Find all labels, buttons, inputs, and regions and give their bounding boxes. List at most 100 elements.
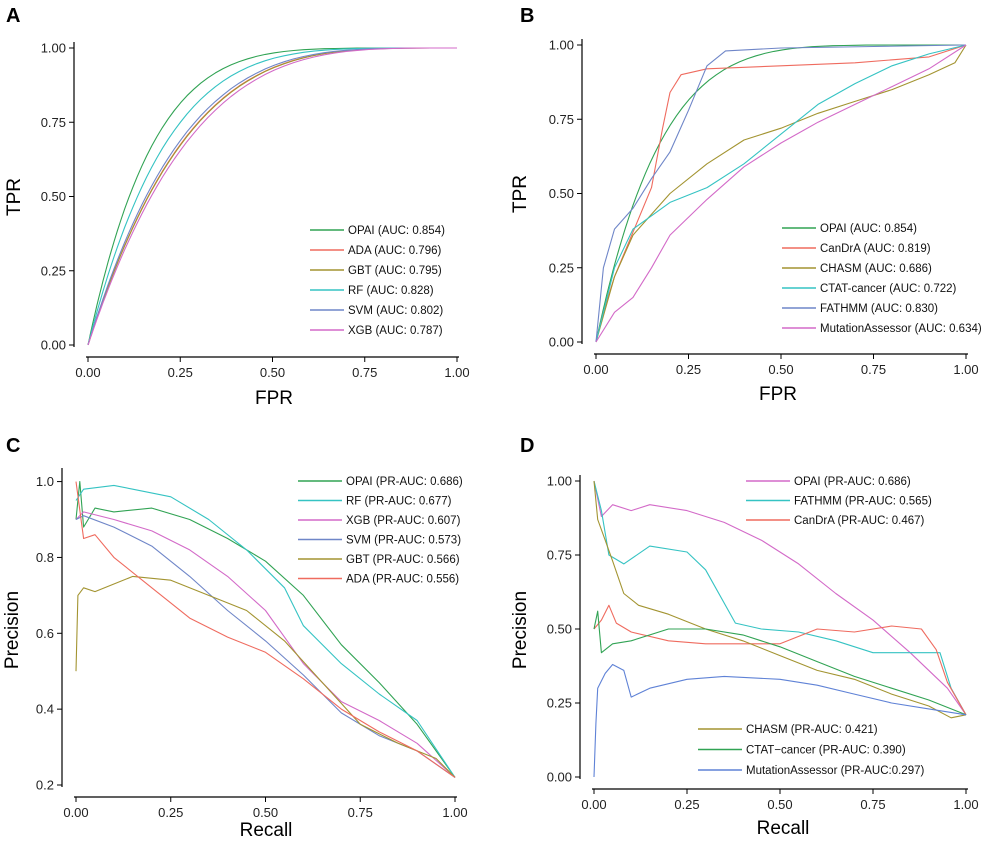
panel-d: D 0.00 0.25 0.50 0.75 1.00 0.00 0.25 0.50 0.75 1.0… [510, 435, 979, 839]
y-tick-label: 0.50 [547, 622, 572, 637]
x-tick-label: 0.25 [676, 362, 701, 377]
legend-entry: CHASM (AUC: 0.686) [820, 263, 932, 275]
x-tick-label: 1.00 [953, 797, 978, 812]
panel-b: B 0.00 0.25 0.50 0.75 1.00 0.00 0.25 0.50 0.75 1.0… [510, 5, 982, 405]
legend-entry: RF (AUC: 0.828) [348, 285, 434, 297]
series-line-opai [595, 44, 966, 343]
legend-entry: CanDrA (AUC: 0.819) [820, 243, 931, 255]
y-tick-label: 1.00 [547, 474, 572, 489]
x-tick-label: 0.25 [168, 365, 193, 380]
x-tick-label: 1.00 [953, 362, 978, 377]
y-axis-label: Precision [2, 591, 23, 669]
legend-entry: CHASM (PR-AUC: 0.421) [746, 724, 878, 736]
y-tick-label: 1.0 [36, 474, 54, 489]
legend-entry: CanDrA (PR-AUC: 0.467) [794, 515, 925, 527]
x-tick-label: 0.75 [860, 797, 885, 812]
legend-entry: SVM (PR-AUC: 0.573) [346, 535, 461, 547]
x-tick-label: 0.50 [260, 365, 285, 380]
x-tick-label: 0.50 [767, 797, 792, 812]
y-tick-label: 0.75 [41, 115, 66, 130]
legend-entry: CTAT-cancer (AUC: 0.722) [820, 283, 957, 295]
y-axis-label: Precision [510, 591, 531, 669]
legend-entry: GBT (PR-AUC: 0.566) [346, 554, 460, 566]
legend-entry: RF (PR-AUC: 0.677) [346, 496, 452, 508]
series-line-ada [75, 481, 456, 778]
y-axis-label: TPR [510, 175, 531, 213]
y-tick-label: 0.50 [41, 189, 66, 204]
y-tick-label: 0.25 [549, 260, 574, 275]
series-line-candra [593, 604, 967, 716]
x-axis-label: Recall [240, 820, 293, 841]
series-line-svm [75, 515, 456, 778]
series-line-fathmm [595, 44, 967, 343]
series-line-xgb [87, 47, 457, 346]
y-tick-label: 1.00 [549, 38, 574, 53]
panel-letter: B [520, 5, 534, 27]
y-tick-label: 0.2 [36, 778, 54, 793]
legend-entry: MutationAssessor (PR-AUC:0.297) [746, 765, 924, 777]
y-tick-label: 0.8 [36, 550, 54, 565]
x-axis-label: FPR [255, 388, 293, 409]
x-tick-label: 0.25 [674, 797, 699, 812]
series-line-rf [75, 484, 456, 778]
legend-entry: XGB (AUC: 0.787) [348, 325, 443, 337]
x-tick-label: 0.00 [63, 805, 88, 820]
legend-entry: CTAT−cancer (PR-AUC: 0.390) [746, 745, 906, 757]
series-line-candra [595, 44, 967, 343]
series-line-fathmm [593, 480, 967, 716]
y-tick-label: 0.50 [549, 186, 574, 201]
series-line-xgb [75, 511, 456, 778]
x-tick-label: 0.75 [348, 805, 373, 820]
y-tick-label: 0.6 [36, 626, 54, 641]
series-line-chasm [595, 44, 967, 343]
legend-entry: MutationAssessor (AUC: 0.634) [820, 323, 982, 335]
series-line-chasm [593, 480, 967, 719]
series-line-opai [593, 480, 967, 716]
legend-entry: FATHMM (PR-AUC: 0.565) [794, 496, 932, 508]
x-tick-label: 1.00 [444, 365, 469, 380]
legend-entry: GBT (AUC: 0.795) [348, 265, 442, 277]
series-line-mutationassessor [595, 44, 967, 343]
y-tick-label: 0.00 [549, 335, 574, 350]
series-line-ada [87, 47, 457, 346]
x-tick-label: 0.75 [352, 365, 377, 380]
series-line-gbt [87, 47, 457, 346]
y-tick-label: 0.75 [549, 112, 574, 127]
series-line-ctatcancer [595, 44, 967, 343]
legend-entry: OPAI (AUC: 0.854) [820, 223, 917, 235]
y-tick-label: 0.00 [547, 770, 572, 785]
legend-entry: SVM (AUC: 0.802) [348, 305, 443, 317]
x-axis-label: Recall [757, 818, 810, 839]
x-tick-label: 1.00 [442, 805, 467, 820]
y-tick-label: 0.25 [41, 263, 66, 278]
x-tick-label: 0.50 [768, 362, 793, 377]
y-tick-label: 0.00 [41, 338, 66, 353]
x-axis-label: FPR [759, 384, 797, 405]
panel-letter: A [6, 5, 20, 27]
panel-a: A 0.00 0.25 0.50 0.75 1.00 0.00 0.25 0.50 0.75 1.0… [4, 5, 470, 409]
y-tick-label: 1.00 [41, 41, 66, 56]
panel-c: C 0.00 0.25 0.50 0.75 1.00 0.2 0.4 0.6 0.8 1.0 Reca… [2, 435, 468, 841]
panel-letter: C [6, 435, 20, 457]
y-axis-label: TPR [4, 178, 25, 216]
series-line-rf [87, 47, 457, 346]
x-tick-label: 0.00 [581, 797, 606, 812]
y-tick-label: 0.75 [547, 548, 572, 563]
series-line-mutationassessor [593, 663, 967, 778]
x-tick-label: 0.50 [253, 805, 278, 820]
x-tick-label: 0.25 [158, 805, 183, 820]
legend-entry: ADA (AUC: 0.796) [348, 245, 441, 257]
y-tick-label: 0.4 [36, 702, 54, 717]
legend-entry: OPAI (PR-AUC: 0.686) [794, 476, 911, 488]
x-tick-label: 0.00 [583, 362, 608, 377]
legend-entry: ADA (PR-AUC: 0.556) [346, 574, 459, 586]
series-line-opai [75, 481, 456, 778]
y-tick-label: 0.25 [547, 696, 572, 711]
series-line-svm [87, 47, 457, 346]
x-tick-label: 0.75 [861, 362, 886, 377]
legend-entry: OPAI (AUC: 0.854) [348, 225, 445, 237]
legend-entry: OPAI (PR-AUC: 0.686) [346, 476, 463, 488]
series-line-opai [87, 47, 457, 346]
series-line-gbt [75, 575, 456, 778]
